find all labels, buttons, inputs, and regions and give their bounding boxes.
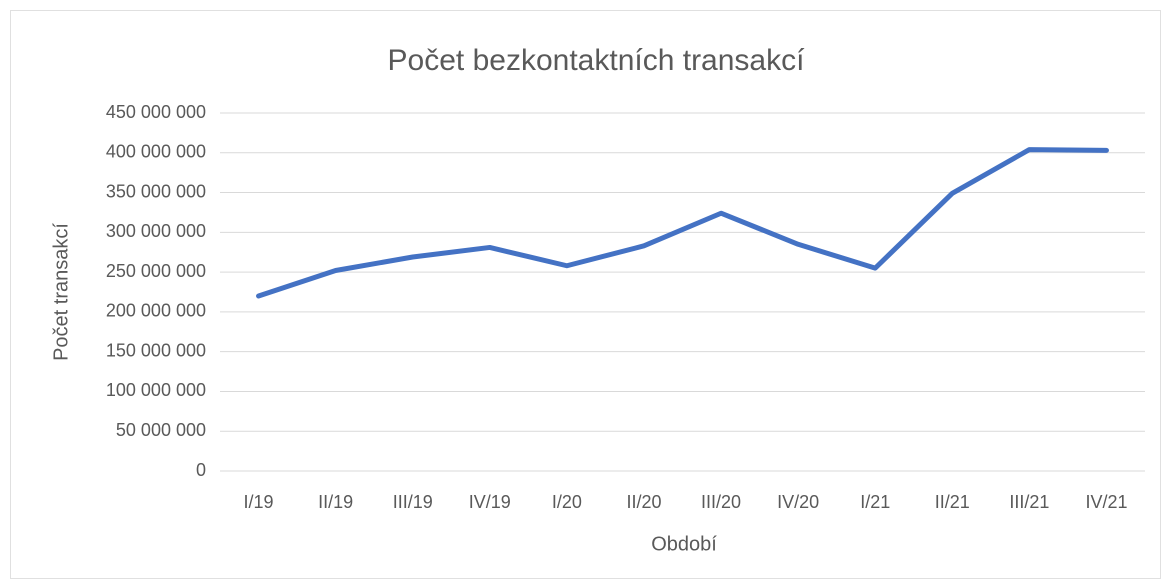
y-tick-label: 250 000 000 [106,261,206,281]
y-tick-label: 400 000 000 [106,142,206,162]
x-tick-label: IV/20 [777,492,819,512]
x-tick-label: I/21 [860,492,890,512]
line-series [256,147,1109,299]
x-tick-label: IV/21 [1085,492,1127,512]
y-tick-label: 450 000 000 [106,102,206,122]
x-tick-label: II/19 [318,492,353,512]
y-tick-label: 100 000 000 [106,380,206,400]
chart-frame [10,10,1161,579]
x-axis-title: Období [651,533,717,555]
y-tick-label: 0 [196,460,206,480]
x-tick-label: III/20 [701,492,741,512]
y-tick-label: 300 000 000 [106,221,206,241]
y-tick-label: 200 000 000 [106,301,206,321]
x-tick-label: II/21 [935,492,970,512]
y-tick-label: 150 000 000 [106,340,206,360]
x-tick-label: III/21 [1009,492,1049,512]
x-tick-label: I/19 [244,492,274,512]
x-tick-label: III/19 [393,492,433,512]
x-tick-label: II/20 [626,492,661,512]
x-tick-label: I/20 [552,492,582,512]
x-tick-label: IV/19 [469,492,511,512]
chart-title: Počet bezkontaktních transakcí [388,44,806,77]
y-axis-title: Počet transakcí [50,223,72,361]
y-tick-label: 350 000 000 [106,181,206,201]
y-tick-label: 50 000 000 [116,420,206,440]
